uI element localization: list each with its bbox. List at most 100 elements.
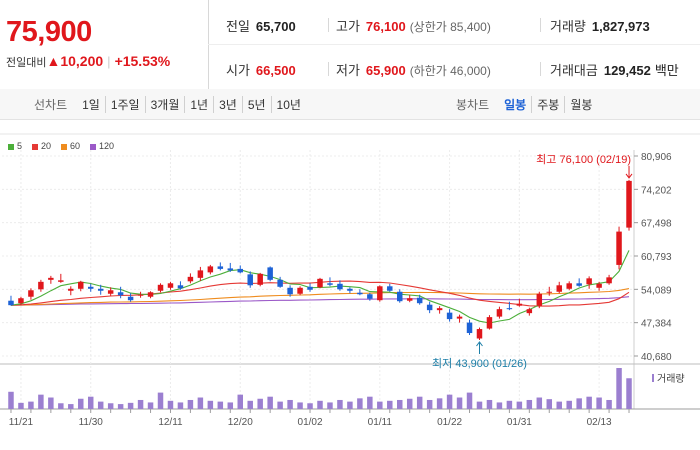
candle <box>536 291 543 309</box>
candle-body <box>147 292 154 297</box>
candle-body <box>466 322 473 334</box>
period-1w[interactable]: 1주일 <box>104 95 145 113</box>
volume-bar <box>297 402 303 409</box>
volume-bar <box>546 399 553 409</box>
candle <box>476 327 483 340</box>
quote-header: 75,900 전일대비▲10,200 | +15.53% 전일 65,700 고가 76… <box>0 0 700 90</box>
candle-body <box>157 284 164 291</box>
amount-label: 거래대금 <box>550 63 598 78</box>
legend-swatch <box>90 143 97 150</box>
period-1d[interactable]: 1일 <box>82 97 100 112</box>
high-value: 76,100 <box>365 19 406 34</box>
volume-bar <box>117 404 124 409</box>
candle <box>197 266 204 281</box>
candle <box>157 283 164 293</box>
period-3m[interactable]: 3개월 <box>144 95 185 113</box>
period-5y[interactable]: 5년 <box>241 95 271 113</box>
candle <box>596 281 602 291</box>
volume-bar <box>38 394 44 409</box>
candle <box>287 285 293 297</box>
volume-bar <box>367 396 373 409</box>
volume-bar <box>197 397 204 409</box>
high-arrow-head <box>625 173 633 179</box>
volume-bar <box>566 400 572 409</box>
stat-volume: 거래량 1,827,973 <box>550 16 650 35</box>
candle <box>556 281 562 294</box>
candle-body <box>536 293 543 306</box>
stat-prev-close: 전일 65,700 <box>226 16 296 35</box>
candle-body <box>377 286 383 301</box>
candle-body <box>78 281 84 289</box>
ma-legend: 5 20 60 120 <box>8 141 114 151</box>
candle-body <box>397 291 403 302</box>
price-summary: 75,900 전일대비▲10,200 | +15.53% <box>0 0 209 89</box>
candle <box>426 301 433 314</box>
period-10y[interactable]: 10년 <box>270 95 306 113</box>
candle <box>606 274 612 285</box>
candle-body <box>167 283 174 288</box>
y-tick-label: 67,498 <box>641 219 672 230</box>
current-price: 75,900 <box>6 16 92 48</box>
stats-panel: 전일 65,700 고가 76,100 (상한가 85,400) 거래량 1,827,9… <box>208 0 700 89</box>
stat-divider <box>540 62 541 76</box>
open-label: 시가 <box>226 63 250 78</box>
candle <box>227 262 234 272</box>
period-1y[interactable]: 1년 <box>184 95 213 113</box>
candle-body <box>516 303 523 306</box>
candle-weekly[interactable]: 주봉 <box>531 95 564 113</box>
candle <box>576 278 582 287</box>
line-chart-group: 선차트 1일 1주일 3개월 1년 3년 5년 10년 <box>34 89 306 119</box>
candle-body <box>68 288 74 291</box>
volume-bar <box>526 399 533 409</box>
volume-bar <box>18 402 24 409</box>
legend-ma120: 120 <box>90 141 114 151</box>
volume-bar <box>87 396 94 409</box>
volume-bar <box>476 401 483 409</box>
volume-bar <box>347 401 353 409</box>
candle-body <box>436 308 443 311</box>
candle <box>526 307 533 316</box>
candle-monthly[interactable]: 월봉 <box>564 95 597 113</box>
volume-bar <box>137 399 144 409</box>
volume-bar <box>446 394 453 409</box>
volume-bar <box>287 399 293 409</box>
candle <box>127 293 134 302</box>
candle-daily[interactable]: 일봉 <box>504 97 527 112</box>
candle-body <box>426 304 433 311</box>
volume-bar <box>68 404 74 409</box>
candle <box>58 273 64 283</box>
ma60-line <box>10 288 630 306</box>
period-3y[interactable]: 3년 <box>213 95 242 113</box>
volume-bar <box>257 398 263 409</box>
candle <box>367 292 373 301</box>
volume-bar <box>377 401 383 409</box>
volume-bar <box>436 398 443 409</box>
candle <box>327 277 333 287</box>
stat-amount: 거래대금 129,452 백만 <box>550 60 679 79</box>
candle <box>78 280 84 292</box>
upper-limit: (상한가 85,400) <box>409 20 491 34</box>
candle-body <box>367 294 373 299</box>
change-label: 전일대비 <box>6 57 47 69</box>
candle-body <box>48 277 54 280</box>
candle-body <box>546 291 553 293</box>
volume-bar <box>187 399 194 409</box>
high-annotation: 최고 76,100 (02/19) <box>536 153 631 166</box>
volume-label: 거래량 <box>550 19 586 34</box>
volume-bar <box>237 394 243 409</box>
volume-bar <box>596 397 602 409</box>
candle-body <box>257 273 263 285</box>
volume-bar <box>406 398 413 409</box>
x-tick-label: 01/22 <box>437 417 462 428</box>
volume-bar <box>626 378 632 409</box>
high-label: 고가 <box>336 19 360 34</box>
legend-swatch <box>8 143 14 150</box>
x-tick-label: 01/11 <box>368 417 393 428</box>
volume-bar <box>207 400 214 409</box>
candle-chart-group: 봉차트 일봉 주봉 월봉 <box>456 89 597 119</box>
volume-bar <box>107 403 114 409</box>
low-label: 저가 <box>336 63 360 78</box>
volume-bar <box>576 398 582 409</box>
candle <box>8 295 14 306</box>
x-tick-label: 01/31 <box>507 417 532 428</box>
